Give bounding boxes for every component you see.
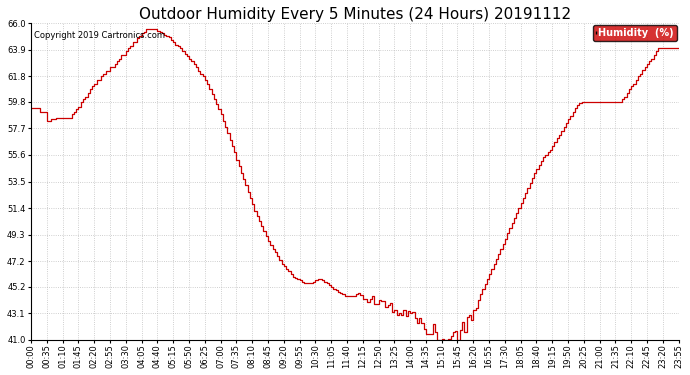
Legend: Humidity  (%): Humidity (%) [593,25,677,41]
Text: Copyright 2019 Cartronics.com: Copyright 2019 Cartronics.com [34,31,166,40]
Title: Outdoor Humidity Every 5 Minutes (24 Hours) 20191112: Outdoor Humidity Every 5 Minutes (24 Hou… [139,7,571,22]
